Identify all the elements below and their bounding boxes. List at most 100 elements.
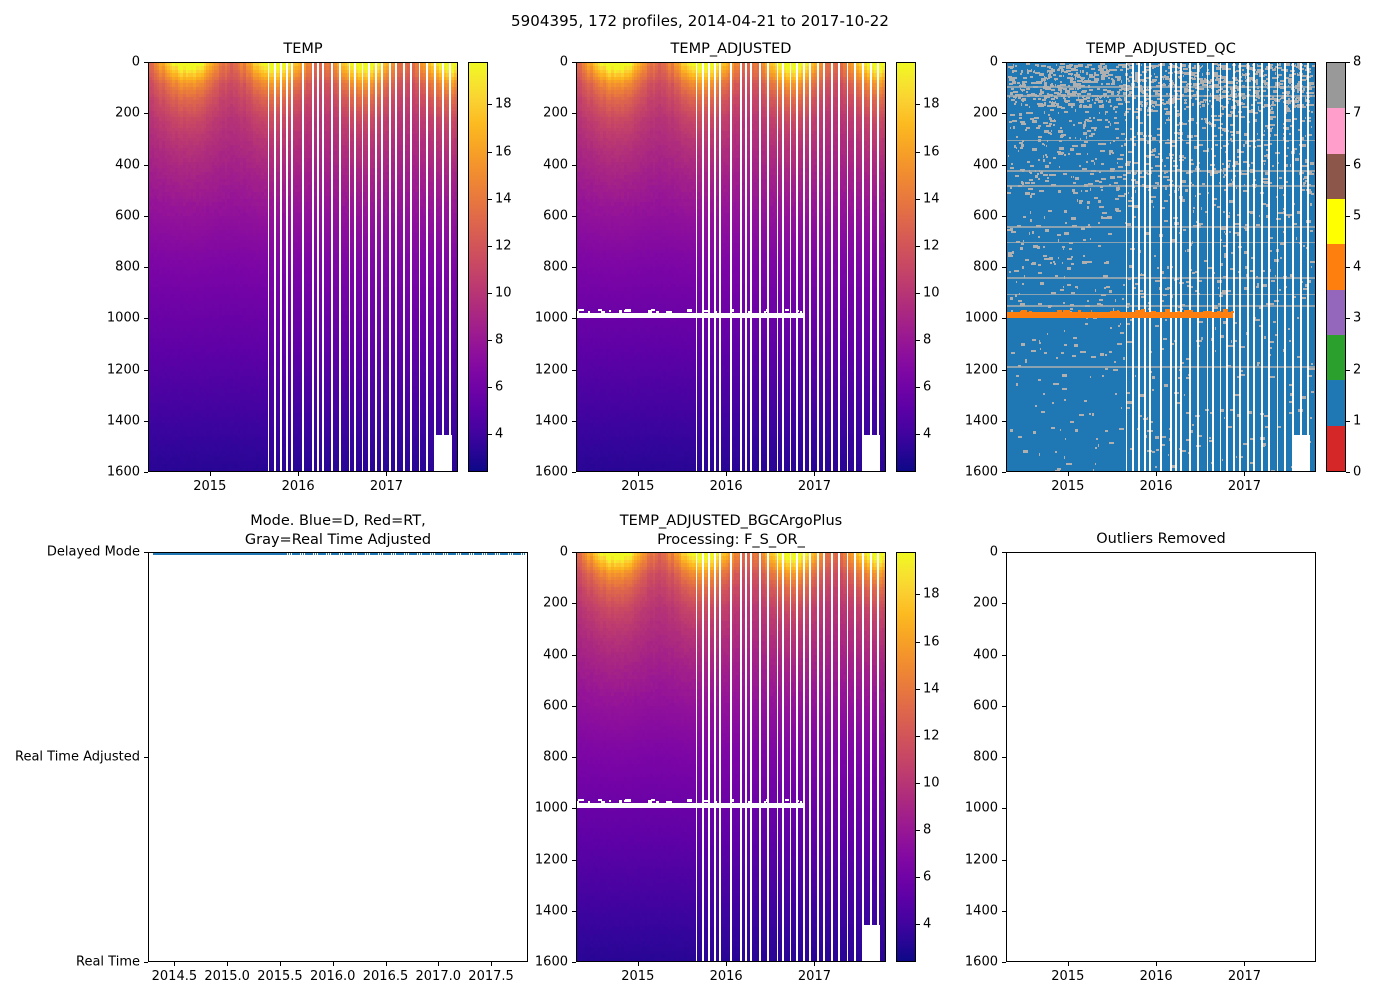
axes-bgc[interactable] — [576, 552, 886, 962]
qc-flag-8-speckle — [1201, 207, 1203, 210]
qc-flag-8-speckle — [1185, 281, 1190, 284]
qc-flag-8-speckle — [1036, 80, 1041, 84]
qc-flag-8-speckle — [1042, 121, 1048, 124]
missing-profile-gap — [1174, 63, 1177, 471]
qc-flag-8-speckle — [1271, 107, 1273, 110]
qc-flag-8-speckle — [1108, 76, 1111, 79]
qc-flag-8-speckle — [1043, 75, 1046, 78]
mode-point — [311, 553, 314, 555]
axes-temp-adjusted-qc[interactable] — [1006, 62, 1316, 472]
qc-flag-8-speckle — [1126, 392, 1131, 395]
qc-flag-8-speckle — [1014, 102, 1016, 105]
qc-flag-8-speckle — [1226, 97, 1232, 101]
axes-temp[interactable] — [148, 62, 458, 472]
qc-flag-8-speckle — [1038, 104, 1044, 108]
axes-mode[interactable] — [148, 552, 528, 962]
colorbar-tick-mark — [1346, 164, 1350, 166]
qc-flag-8-speckle — [1268, 64, 1274, 67]
qc-flag-8-speckle — [1229, 200, 1233, 203]
qc-flag-8-speckle — [1274, 65, 1278, 68]
colorbar-tick-mark — [1346, 62, 1350, 63]
colorbar-temp-adjusted[interactable] — [896, 62, 916, 472]
qc-flag-8-speckle — [1254, 80, 1259, 83]
qc-flag-8-speckle — [1086, 160, 1089, 164]
qc-flag-8-speckle — [1199, 81, 1204, 84]
qc-flag-8-speckle — [1074, 177, 1080, 180]
qc-flag-8-speckle — [1163, 175, 1169, 179]
qc-flag-8-speckle — [1218, 303, 1220, 306]
qc-flag-8-speckle — [1070, 176, 1072, 179]
qc-flag-8-speckle — [1139, 250, 1142, 253]
qc-flag-8-speckle — [1223, 128, 1226, 131]
missing-profile-gap — [1211, 63, 1214, 471]
colorbar-bgc[interactable] — [896, 552, 916, 962]
qc-flag-8-speckle — [1166, 266, 1169, 269]
mode-point — [259, 553, 263, 555]
qc-flag-8-speckle — [1113, 107, 1115, 110]
qc-flag-8-speckle — [1127, 63, 1130, 66]
qc-flag-8-speckle — [1097, 444, 1100, 447]
qc-flag-8-speckle — [1121, 133, 1125, 136]
qc-flag-8-speckle — [1164, 122, 1166, 125]
qc-flag-8-speckle — [1063, 154, 1066, 157]
qc-flag-8-speckle — [1083, 126, 1085, 129]
qc-flag-8-speckle — [1161, 270, 1165, 274]
qc-flag-8-speckle — [1190, 70, 1193, 73]
missing-profile-gap — [380, 63, 383, 471]
qc-flag-8-speckle — [1156, 267, 1159, 270]
missing-profile-gap — [1246, 63, 1249, 471]
qc-flag-8-speckle — [1207, 81, 1211, 84]
mode-point — [291, 553, 294, 555]
qc-flag-8-speckle — [1214, 118, 1220, 122]
qc-flag-8-speckle — [1213, 63, 1218, 66]
qc-flag-8-speckle — [1053, 382, 1059, 386]
qc-flag-8-speckle — [1270, 128, 1272, 131]
qc-flag-8-speckle — [1245, 76, 1247, 79]
qc-flag-8-speckle — [1070, 81, 1076, 84]
qc-flag-8-speckle — [1010, 297, 1014, 300]
qc-flag-8-speckle — [1093, 128, 1097, 131]
mode-point — [317, 553, 320, 555]
qc-flag-8-speckle — [1305, 159, 1308, 162]
qc-flag-8-speckle — [1176, 89, 1182, 93]
axes-outliers[interactable] — [1006, 552, 1316, 962]
colorbar-qc[interactable] — [1326, 62, 1346, 472]
qc-flag-8-speckle — [1306, 91, 1308, 95]
qc-flag-8-speckle — [1228, 211, 1230, 214]
qc-flag-8-speckle — [1008, 121, 1013, 124]
qc-flag-8-speckle — [1109, 141, 1111, 144]
qc-flag-8-speckle — [1069, 87, 1075, 91]
axes-temp-adjusted[interactable] — [576, 62, 886, 472]
missing-profile-gap — [750, 63, 752, 471]
qc-flag-8-speckle — [1151, 167, 1154, 170]
mode-point — [512, 553, 515, 555]
qc-flag-8-speckle — [1230, 90, 1236, 93]
qc-flag-8-speckle — [1220, 134, 1223, 137]
colorbar-tick-label: 8 — [495, 333, 503, 348]
qc-flag-8-speckle — [1182, 68, 1186, 71]
qc-flag-8-speckle — [1030, 75, 1034, 78]
qc-flag-8-speckle — [1062, 74, 1065, 78]
masked-data-band — [764, 800, 767, 804]
qc-flag-8-speckle — [1236, 150, 1240, 154]
qc-flag-4-band — [1007, 312, 1234, 319]
mode-point — [285, 553, 288, 555]
qc-flag-8-speckle — [1308, 76, 1311, 79]
x-tick-mark — [332, 962, 334, 966]
qc-flag-8-speckle — [1117, 342, 1122, 345]
qc-flag-8-speckle — [1198, 143, 1204, 147]
qc-flag-8-speckle — [1171, 156, 1173, 159]
colorbar-temp[interactable] — [468, 62, 488, 472]
qc-flag-8-speckle — [1066, 93, 1071, 96]
qc-flag-8-speckle — [1129, 138, 1132, 141]
qc-flag-8-speckle — [1177, 376, 1181, 380]
qc-flag-8-speckle — [1309, 173, 1314, 176]
qc-flag-8-speckle — [1030, 82, 1034, 85]
qc-flag-8-speckle — [1127, 204, 1133, 208]
qc-flag-8-speckle — [1147, 189, 1151, 192]
mode-point — [372, 553, 374, 555]
qc-flag-8-speckle — [1112, 308, 1114, 311]
qc-flag-8-speckle — [1152, 104, 1154, 108]
masked-data-band — [799, 311, 803, 314]
qc-flag-8-speckle — [1229, 130, 1233, 134]
